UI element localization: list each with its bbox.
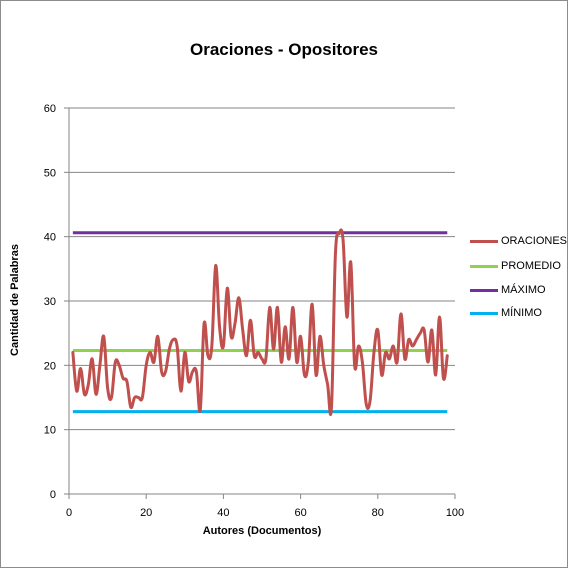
x-tick-label-0: 0	[66, 507, 72, 519]
y-tick-label-10: 10	[44, 425, 56, 437]
legend-swatch-oraciones	[470, 240, 498, 243]
legend-swatch-promedio	[470, 265, 498, 268]
legend-label-oraciones: ORACIONES	[501, 235, 568, 247]
y-tick-label-40: 40	[44, 232, 56, 244]
x-tick-label-80: 80	[372, 507, 384, 519]
legend-swatch-minimo	[470, 312, 498, 315]
y-tick-label-20: 20	[44, 360, 56, 372]
x-tick-label-60: 60	[294, 507, 306, 519]
legend-label-maximo: MÁXIMO	[501, 284, 546, 296]
x-tick-label-100: 100	[446, 507, 464, 519]
legend-label-minimo: MÍNIMO	[501, 307, 542, 319]
y-axis-title: Cantidad de Palabras	[9, 244, 21, 356]
x-axis-title: Autores (Documentos)	[202, 525, 322, 537]
legend-label-promedio: PROMEDIO	[501, 260, 561, 272]
y-tick-label-0: 0	[50, 489, 56, 501]
y-tick-label-60: 60	[44, 103, 56, 115]
chart-title: Oraciones - Opositores	[190, 40, 378, 59]
series-line-oraciones	[71, 228, 449, 417]
x-tick-label-40: 40	[217, 507, 229, 519]
y-tick-label-30: 30	[44, 296, 56, 308]
x-tick-label-20: 20	[140, 507, 152, 519]
y-tick-label-50: 50	[44, 167, 56, 179]
legend-swatch-maximo	[470, 289, 498, 292]
